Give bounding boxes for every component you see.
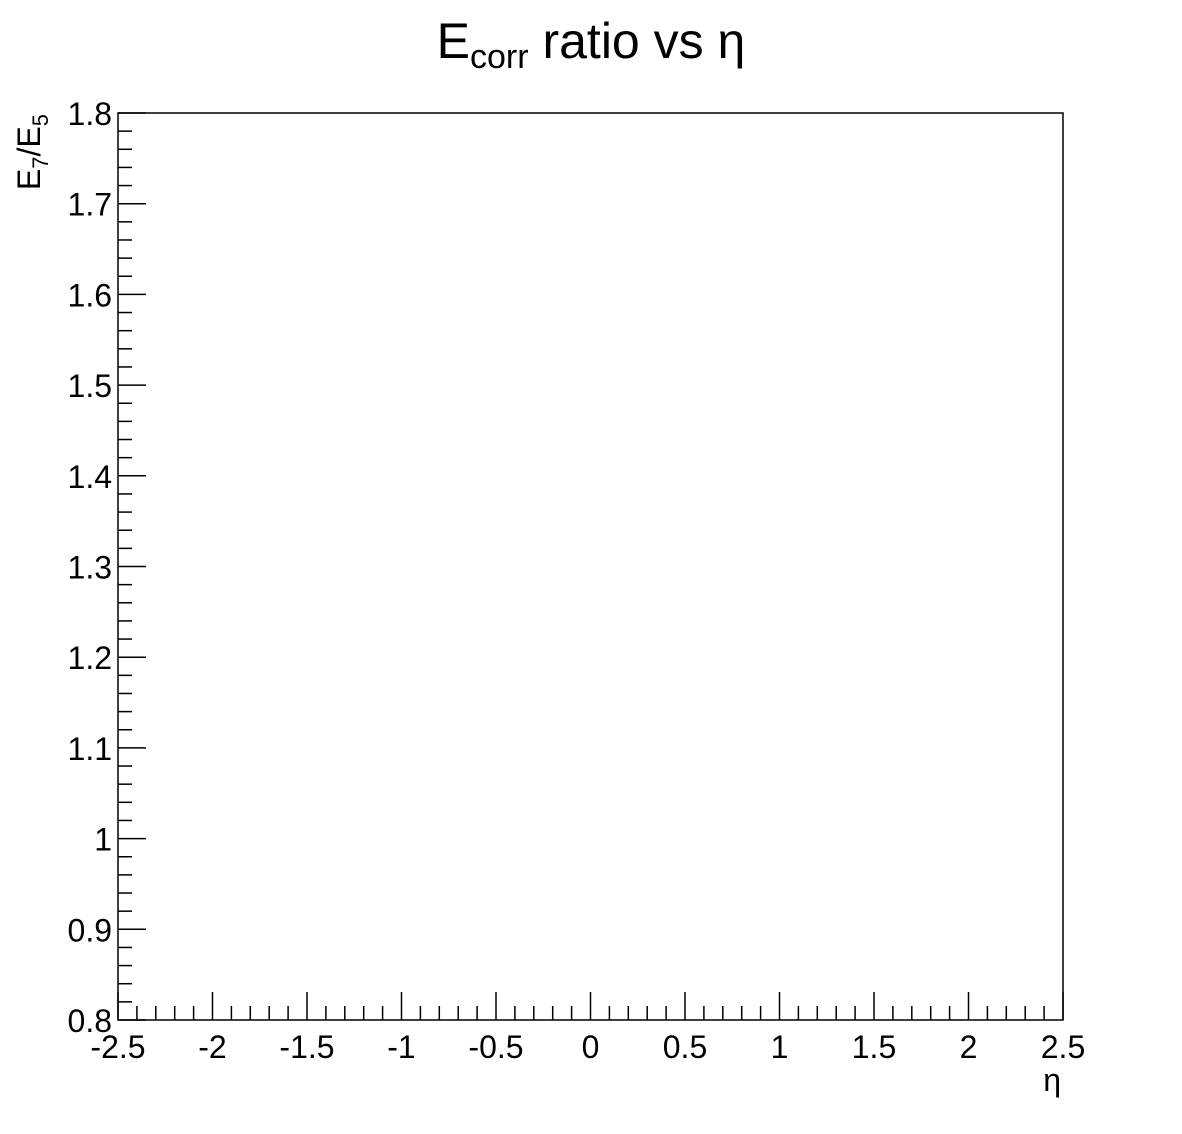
x-tick-label: 0.5 [663,1029,707,1065]
y-tick-label: 1.1 [68,731,112,767]
chart-title: Ecorr ratio vs η [437,13,746,76]
y-tick-label: 0.8 [68,1003,112,1039]
chart-title-sub: corr [470,38,529,76]
x-tick-label: -1.5 [279,1029,334,1065]
x-tick-label: 0 [582,1029,600,1065]
y-tick-label: 0.9 [68,912,112,948]
x-axis-title: η [1043,1062,1061,1098]
tick-marks [117,112,1064,1021]
x-tick-label: 1 [771,1029,789,1065]
chart-title-rest: ratio vs η [529,13,746,69]
y-tick-label: 1.6 [68,277,112,313]
y-tick-label: 1.5 [68,368,112,404]
y-tick-label: 1.7 [68,187,112,223]
x-tick-label: 2.5 [1041,1029,1085,1065]
y-tick-label: 1 [94,822,112,858]
x-tick-labels: -2.5 -2 -1.5 -1 -0.5 0 0.5 1 1.5 2 2.5 [90,1029,1085,1065]
plot-frame [117,112,1064,1021]
chart-title-main: E [437,13,470,69]
y-tick-label: 1.2 [68,640,112,676]
y-tick-label: 1.4 [68,459,112,495]
x-tick-label: -0.5 [468,1029,523,1065]
x-tick-label: -2 [198,1029,226,1065]
x-tick-label: 2 [960,1029,978,1065]
y-axis-title-sub1: 7 [28,156,53,168]
x-tick-label: -2.5 [90,1029,145,1065]
y-axis-title-slash: /E [11,126,47,156]
y-tick-label: 1.8 [68,96,112,132]
y-tick-labels: 0.8 0.9 1 1.1 1.2 1.3 1.4 1.5 1.6 1.7 1.8 [68,96,112,1039]
y-axis-title-e: E [11,169,47,190]
y-axis-title: E7/E5 [11,114,53,190]
y-tick-label: 1.3 [68,550,112,586]
x-tick-label: -1 [387,1029,415,1065]
y-axis-title-sub2: 5 [28,114,53,126]
x-tick-label: 1.5 [852,1029,896,1065]
